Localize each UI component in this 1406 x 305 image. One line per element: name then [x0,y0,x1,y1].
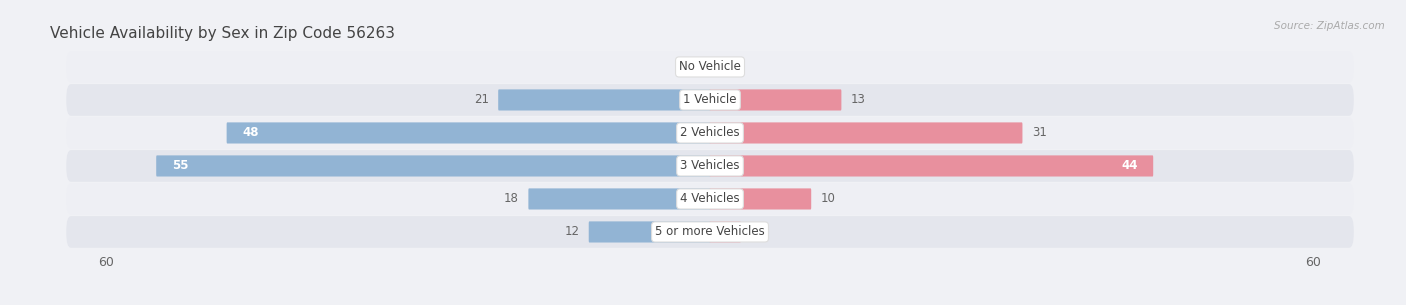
Text: 31: 31 [1032,127,1047,139]
Text: 4 Vehicles: 4 Vehicles [681,192,740,206]
Text: 5 or more Vehicles: 5 or more Vehicles [655,225,765,239]
Text: No Vehicle: No Vehicle [679,60,741,74]
FancyBboxPatch shape [226,122,710,144]
FancyBboxPatch shape [156,155,710,177]
FancyBboxPatch shape [66,84,1354,116]
FancyBboxPatch shape [529,188,710,210]
Text: 12: 12 [564,225,579,239]
Text: Source: ZipAtlas.com: Source: ZipAtlas.com [1274,21,1385,31]
FancyBboxPatch shape [66,51,1354,83]
Text: 0: 0 [725,60,733,74]
Text: 48: 48 [242,127,259,139]
Text: 55: 55 [172,160,188,172]
FancyBboxPatch shape [710,221,741,242]
Text: 1 Vehicle: 1 Vehicle [683,93,737,106]
Text: Vehicle Availability by Sex in Zip Code 56263: Vehicle Availability by Sex in Zip Code … [49,26,395,41]
Text: 2 Vehicles: 2 Vehicles [681,127,740,139]
Text: 0: 0 [688,60,695,74]
Text: 44: 44 [1121,160,1137,172]
FancyBboxPatch shape [66,150,1354,182]
Text: 10: 10 [821,192,835,206]
FancyBboxPatch shape [710,188,811,210]
FancyBboxPatch shape [66,183,1354,215]
FancyBboxPatch shape [710,89,841,110]
Text: 13: 13 [851,93,866,106]
FancyBboxPatch shape [66,117,1354,149]
FancyBboxPatch shape [710,155,1153,177]
FancyBboxPatch shape [498,89,710,110]
Text: 3: 3 [751,225,758,239]
Text: 21: 21 [474,93,489,106]
FancyBboxPatch shape [710,122,1022,144]
FancyBboxPatch shape [589,221,710,242]
Text: 3 Vehicles: 3 Vehicles [681,160,740,172]
FancyBboxPatch shape [66,216,1354,248]
Text: 18: 18 [503,192,519,206]
